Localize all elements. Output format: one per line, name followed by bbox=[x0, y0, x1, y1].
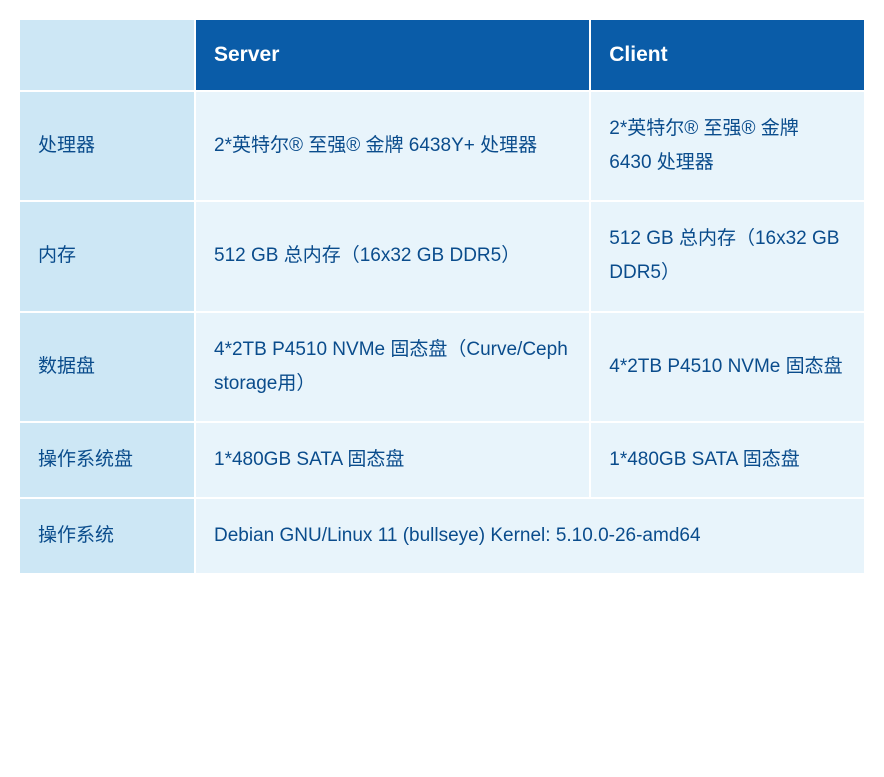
header-server: Server bbox=[195, 20, 590, 91]
cell-memory-client: 512 GB 总内存（16x32 GB DDR5） bbox=[590, 201, 864, 311]
row-label-datadisk: 数据盘 bbox=[20, 312, 195, 422]
table-row: 内存 512 GB 总内存（16x32 GB DDR5） 512 GB 总内存（… bbox=[20, 201, 864, 311]
cell-os-merged: Debian GNU/Linux 11 (bullseye) Kernel: 5… bbox=[195, 498, 864, 574]
row-label-os: 操作系统 bbox=[20, 498, 195, 574]
cell-processor-server: 2*英特尔® 至强® 金牌 6438Y+ 处理器 bbox=[195, 91, 590, 201]
cell-datadisk-server: 4*2TB P4510 NVMe 固态盘（Curve/Ceph storage用… bbox=[195, 312, 590, 422]
cell-osdisk-server: 1*480GB SATA 固态盘 bbox=[195, 422, 590, 498]
table-row: 操作系统 Debian GNU/Linux 11 (bullseye) Kern… bbox=[20, 498, 864, 574]
table-row: 处理器 2*英特尔® 至强® 金牌 6438Y+ 处理器 2*英特尔® 至强® … bbox=[20, 91, 864, 201]
header-corner-cell bbox=[20, 20, 195, 91]
table-row: 数据盘 4*2TB P4510 NVMe 固态盘（Curve/Ceph stor… bbox=[20, 312, 864, 422]
spec-table: Server Client 处理器 2*英特尔® 至强® 金牌 6438Y+ 处… bbox=[20, 20, 864, 575]
cell-processor-client: 2*英特尔® 至强® 金牌 6430 处理器 bbox=[590, 91, 864, 201]
row-label-memory: 内存 bbox=[20, 201, 195, 311]
cell-osdisk-client: 1*480GB SATA 固态盘 bbox=[590, 422, 864, 498]
cell-datadisk-client: 4*2TB P4510 NVMe 固态盘 bbox=[590, 312, 864, 422]
table-header-row: Server Client bbox=[20, 20, 864, 91]
cell-memory-server: 512 GB 总内存（16x32 GB DDR5） bbox=[195, 201, 590, 311]
table-row: 操作系统盘 1*480GB SATA 固态盘 1*480GB SATA 固态盘 bbox=[20, 422, 864, 498]
header-client: Client bbox=[590, 20, 864, 91]
row-label-processor: 处理器 bbox=[20, 91, 195, 201]
row-label-osdisk: 操作系统盘 bbox=[20, 422, 195, 498]
